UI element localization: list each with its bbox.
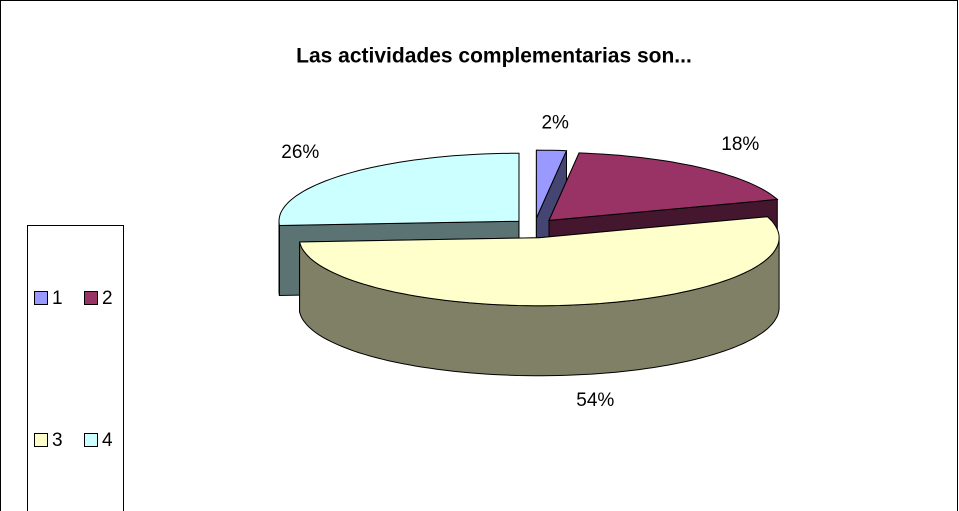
legend-swatch	[84, 433, 98, 447]
slice-top	[298, 216, 780, 307]
data-label: 2%	[541, 112, 569, 133]
slice-top	[535, 149, 568, 219]
data-label: 26%	[281, 142, 319, 163]
pie-slice	[298, 216, 780, 377]
legend-label: 1	[52, 288, 63, 309]
slice-top	[278, 152, 520, 227]
legend-swatch	[34, 291, 48, 305]
legend-swatch	[84, 291, 98, 305]
slice-top	[548, 152, 779, 221]
legend-label: 3	[52, 430, 63, 451]
legend-swatch	[34, 433, 48, 447]
chart-title: Las actividades complementarias son...	[296, 45, 692, 68]
data-label: 54%	[576, 390, 614, 411]
data-label: 18%	[721, 134, 759, 155]
legend-label: 4	[102, 430, 113, 451]
legend-box	[27, 225, 124, 511]
legend-label: 2	[102, 288, 113, 309]
